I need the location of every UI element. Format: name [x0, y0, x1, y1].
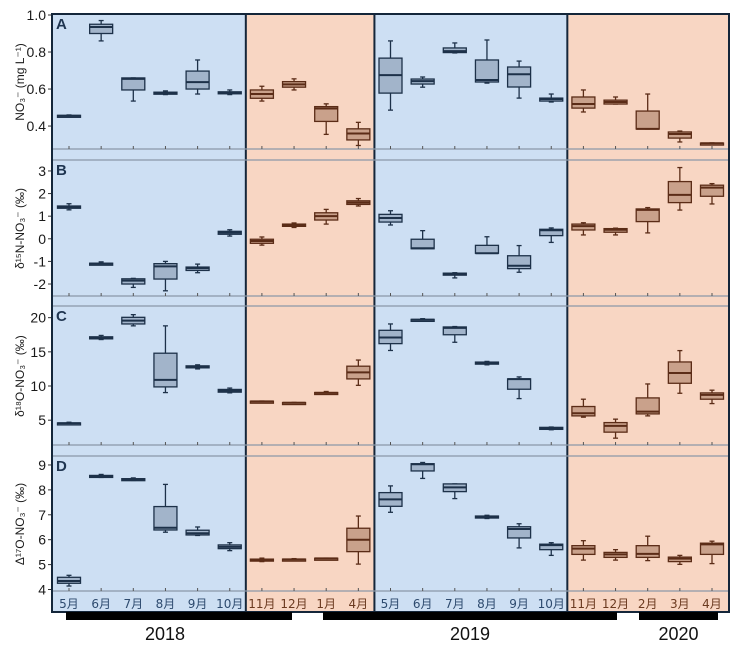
year-label: 2018 — [145, 624, 185, 644]
y-tick-label: 3 — [38, 163, 46, 179]
y-tick-label: 1 — [38, 208, 46, 224]
panel-letter: A — [56, 16, 67, 33]
x-category-label: 10月 — [216, 597, 243, 611]
box-iqr — [635, 397, 660, 415]
x-category-label: 6月 — [91, 597, 111, 611]
x-category-label: 11月 — [570, 597, 597, 611]
x-category-label: 8月 — [477, 597, 497, 611]
box-iqr — [667, 131, 692, 139]
panel-letter: B — [56, 162, 67, 179]
year-label: 2019 — [450, 624, 490, 644]
box-iqr — [667, 180, 692, 204]
x-category-label: 5月 — [59, 597, 79, 611]
box-iqr — [89, 23, 114, 35]
y-tick-label: 20 — [30, 310, 46, 326]
box-iqr — [699, 184, 725, 197]
x-category-label: 8月 — [156, 597, 176, 611]
x-category-label: 10月 — [538, 597, 565, 611]
year-label: 2020 — [658, 624, 698, 644]
y-tick-label: 2 — [38, 186, 46, 202]
x-category-label: 5月 — [381, 597, 401, 611]
x-category-label: 1月 — [316, 597, 336, 611]
season-background — [245, 14, 375, 612]
y-axis-label: Δ¹⁷O-NO₃⁻ (‰) — [13, 483, 27, 565]
y-tick-label: 10 — [30, 378, 46, 394]
year-bar — [66, 612, 292, 620]
box-iqr — [699, 542, 725, 556]
y-tick-label: 4 — [38, 582, 46, 598]
panel-letter: D — [56, 458, 67, 475]
y-tick-label: 8 — [38, 482, 46, 498]
x-category-label: 11月 — [248, 597, 275, 611]
box-iqr — [635, 110, 660, 130]
x-category-label: 2月 — [638, 597, 658, 611]
y-tick-label: 9 — [38, 457, 46, 473]
y-tick-label: 0.8 — [27, 44, 47, 60]
box-iqr — [506, 66, 532, 88]
y-tick-label: 0.4 — [27, 118, 47, 134]
y-tick-label: -2 — [34, 276, 47, 292]
y-tick-label: 6 — [38, 532, 46, 548]
x-category-label: 4月 — [702, 597, 722, 611]
x-category-label: 9月 — [188, 597, 208, 611]
box-iqr — [314, 105, 339, 123]
box-iqr — [699, 392, 725, 400]
y-tick-label: -1 — [34, 253, 47, 269]
box-iqr — [571, 405, 596, 417]
box-iqr — [571, 545, 596, 556]
box-iqr — [474, 244, 500, 254]
season-background — [52, 14, 246, 612]
box-iqr — [153, 505, 178, 531]
x-category-label: 3月 — [670, 597, 690, 611]
box-iqr — [153, 352, 178, 388]
y-axis-label: δ¹⁸O-NO₃⁻ (‰) — [13, 335, 27, 417]
season-background — [374, 14, 568, 612]
box-iqr — [603, 421, 628, 433]
x-category-label: 12月 — [280, 597, 307, 611]
y-tick-label: 15 — [30, 344, 46, 360]
x-category-label: 4月 — [349, 597, 369, 611]
y-tick-label: 0.6 — [27, 81, 47, 97]
box-iqr — [185, 70, 210, 90]
year-bar — [323, 612, 617, 620]
x-category-label: 7月 — [123, 597, 143, 611]
box-iqr — [506, 378, 532, 390]
x-category-label: 6月 — [413, 597, 433, 611]
x-category-label: 12月 — [602, 597, 629, 611]
y-axis-label: δ¹⁵N-NO₃⁻ (‰) — [13, 188, 27, 269]
y-tick-label: 5 — [38, 557, 46, 573]
box-iqr — [153, 263, 178, 280]
x-category-label: 9月 — [509, 597, 529, 611]
box-iqr — [635, 545, 660, 559]
box-iqr — [506, 255, 532, 270]
panel-letter: C — [56, 308, 67, 325]
y-tick-label: 1.0 — [27, 7, 47, 23]
x-category-label: 7月 — [445, 597, 465, 611]
y-tick-label: 0 — [38, 231, 46, 247]
y-tick-label: 7 — [38, 507, 46, 523]
y-tick-label: 5 — [38, 412, 46, 428]
box-iqr — [506, 526, 532, 539]
y-axis-label: NO₃⁻ (mg L⁻¹) — [13, 43, 27, 121]
year-bar — [639, 612, 718, 620]
box-iqr — [474, 59, 500, 83]
box-iqr — [571, 96, 596, 109]
